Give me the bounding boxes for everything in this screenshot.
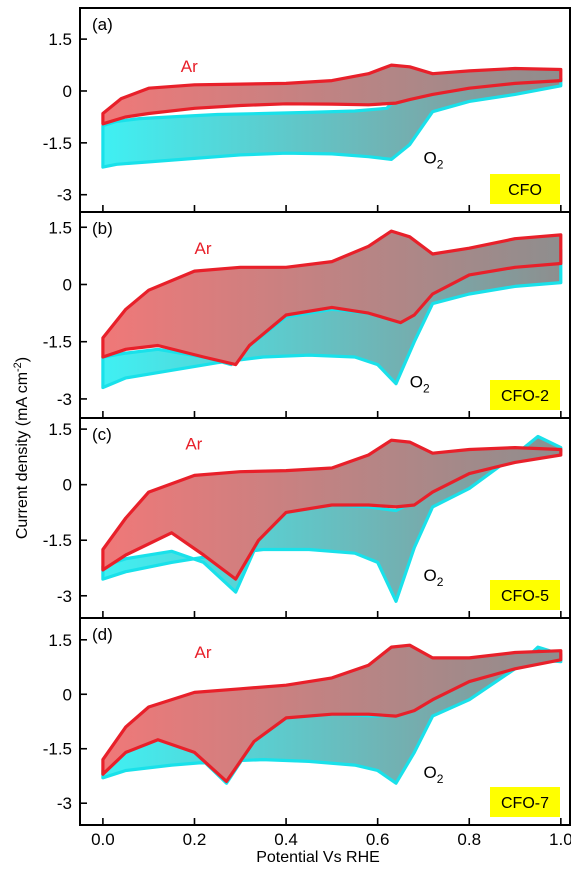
panel-frame — [79, 617, 571, 826]
x-tick-labels: 0.0 0.2 0.4 0.6 0.8 1.0 — [91, 830, 571, 849]
sample-badge-label: CFO-5 — [501, 588, 549, 605]
x-tick-label: 0.2 — [183, 830, 207, 849]
panel-4: 1.5 0 -1.5 -3 (d) Ar O2 CFO-7 — [43, 617, 571, 826]
y-tick-label: -1.5 — [43, 134, 72, 153]
y-tick-label: -3 — [57, 587, 72, 606]
y-tick-label: -1.5 — [43, 333, 72, 352]
panel-letter: (c) — [92, 425, 112, 444]
y-tick-label: 0 — [63, 476, 72, 495]
y-tick-label: -3 — [57, 186, 72, 205]
y-tick-label: -1.5 — [43, 531, 72, 550]
panel-letter: (d) — [92, 625, 113, 644]
sample-badge-label: CFO — [508, 182, 542, 199]
sample-badge — [490, 380, 560, 410]
panel-1: 1.5 0 -1.5 -3 (a) Ar O2 CFO — [43, 7, 571, 213]
ar-label: Ar — [181, 57, 198, 76]
ar-curve — [101, 643, 563, 783]
x-tick-label: 0.4 — [274, 830, 298, 849]
sample-badge — [490, 580, 560, 610]
ar-curve — [101, 438, 563, 581]
o2-label: O2 — [423, 566, 443, 589]
y-tick-label: 1.5 — [48, 218, 72, 237]
panel-letter: (b) — [92, 219, 113, 238]
o2-label: O2 — [410, 372, 430, 395]
sample-badge — [490, 787, 560, 817]
y-tick-label: 1.5 — [48, 420, 72, 439]
x-tick-label: 0.6 — [366, 830, 390, 849]
y-tick-label: -3 — [57, 390, 72, 409]
x-tick-label: 0.0 — [91, 830, 115, 849]
ar-label: Ar — [194, 643, 211, 662]
sample-badge — [490, 174, 560, 204]
panel-letter: (a) — [92, 15, 113, 34]
x-axis-label: Potential Vs RHE — [256, 849, 380, 866]
x-tick-label: 0.8 — [457, 830, 481, 849]
y-tick-label: -3 — [57, 794, 72, 813]
y-tick-label: 0 — [63, 82, 72, 101]
y-tick-label: 1.5 — [48, 30, 72, 49]
panel-2: 1.5 0 -1.5 -3 (b) Ar O2 CFO-2 — [43, 211, 571, 419]
ar-label: Ar — [194, 239, 211, 258]
panels-group: 1.5 0 -1.5 -3 (a) Ar O2 CFO 1.5 0 -1.5 -3 (b) Ar O2 CFO… — [43, 7, 571, 826]
x-tick-label: 1.0 — [549, 830, 571, 849]
ar-curve — [101, 229, 563, 367]
y-tick-label: -1.5 — [43, 740, 72, 759]
o2-curve — [101, 77, 563, 169]
y-tick-label: 0 — [63, 685, 72, 704]
y-tick-label: 1.5 — [48, 631, 72, 650]
y-tick-label: 0 — [63, 275, 72, 294]
o2-label: O2 — [423, 763, 443, 786]
sample-badge-label: CFO-7 — [501, 795, 549, 812]
sample-badge-label: CFO-2 — [501, 388, 549, 405]
o2-label: O2 — [423, 149, 443, 172]
ar-curve — [101, 63, 563, 126]
ar-label: Ar — [185, 434, 202, 453]
y-axis-label: Current density (mA cm-2) — [12, 357, 31, 539]
panel-3: 1.5 0 -1.5 -3 (c) Ar O2 CFO-5 — [43, 417, 571, 619]
